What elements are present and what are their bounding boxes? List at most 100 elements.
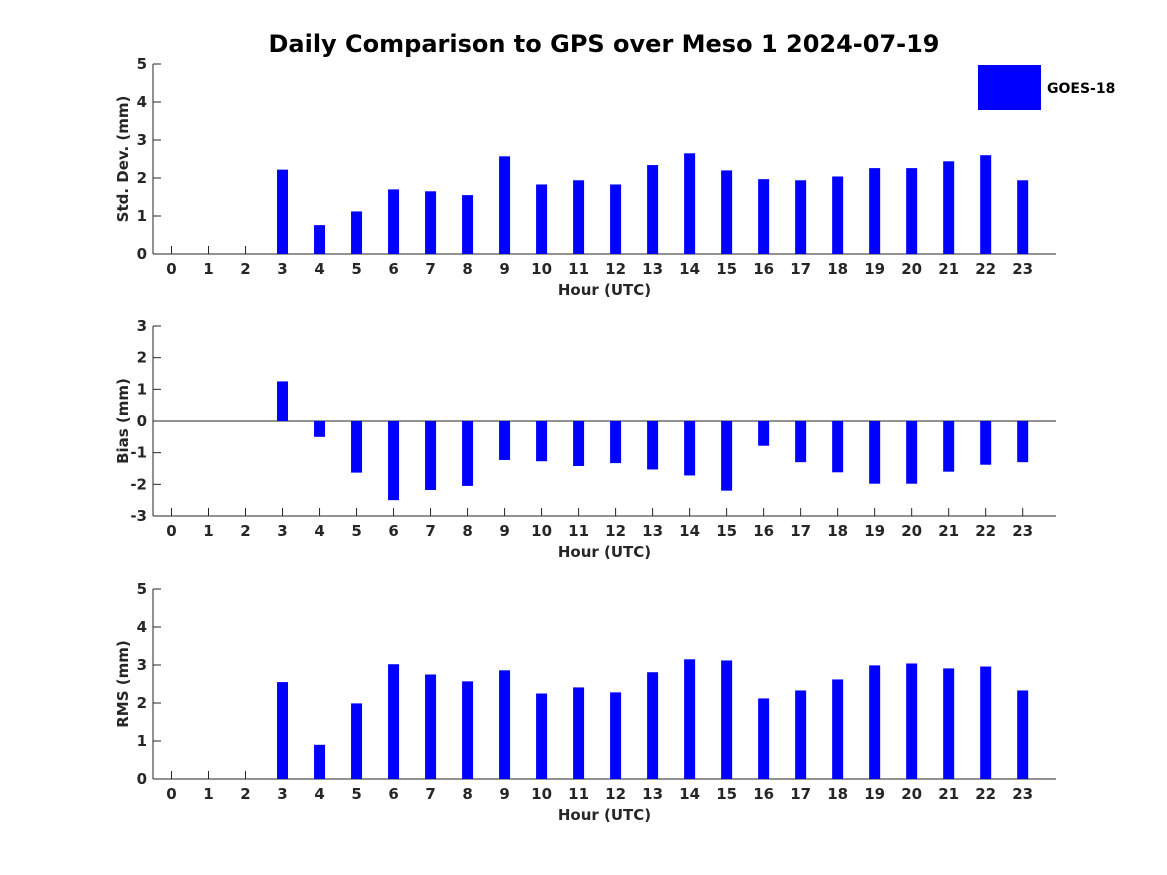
x-tick-label: 4 [314,522,324,540]
bar [758,421,770,446]
x-tick-label: 17 [790,785,811,803]
bar [906,663,918,779]
x-tick-label: 13 [642,260,663,278]
bar [647,672,659,779]
x-tick-label: 11 [568,785,589,803]
x-tick-label: 10 [531,785,552,803]
bar [536,184,548,254]
bar [610,692,622,779]
bar [536,421,548,462]
bar [573,180,585,254]
bar [980,155,992,254]
x-tick-label: 17 [790,522,811,540]
bar [573,687,585,779]
y-tick-label: 0 [137,245,147,263]
bar [832,679,844,779]
x-tick-label: 19 [864,522,885,540]
bar [573,421,585,466]
x-tick-label: 19 [864,785,885,803]
bar [351,703,363,779]
x-tick-label: 3 [277,522,287,540]
x-tick-label: 14 [679,785,700,803]
x-tick-label: 14 [679,522,700,540]
y-tick-label: 4 [137,618,147,636]
x-tick-label: 13 [642,785,663,803]
x-tick-label: 18 [827,785,848,803]
x-tick-label: 20 [901,260,922,278]
bar [832,176,844,254]
bar [869,665,881,779]
y-axis-label: RMS (mm) [114,640,132,727]
x-tick-label: 18 [827,522,848,540]
x-tick-label: 1 [203,785,213,803]
bar [610,184,622,254]
bar [869,421,881,484]
y-tick-label: 4 [137,93,147,111]
bar [684,153,696,254]
bar [684,421,696,476]
x-tick-label: 22 [975,522,996,540]
x-tick-label: 15 [716,785,737,803]
y-tick-label: 1 [137,207,147,225]
x-tick-label: 23 [1012,260,1033,278]
y-axis-label: Std. Dev. (mm) [114,96,132,223]
bar [499,421,511,460]
x-tick-label: 0 [166,260,176,278]
bar [721,421,733,491]
bar [314,744,326,779]
x-tick-label: 12 [605,522,626,540]
bar [647,421,659,470]
bar [795,421,807,463]
x-tick-label: 10 [531,260,552,278]
x-tick-label: 7 [425,260,435,278]
bar [943,421,955,472]
x-tick-label: 10 [531,522,552,540]
legend-swatch [978,65,1041,110]
x-tick-label: 8 [462,260,472,278]
bar [388,664,400,779]
bar [795,180,807,254]
x-tick-label: 7 [425,785,435,803]
x-tick-label: 19 [864,260,885,278]
bar [906,421,918,484]
x-tick-label: 21 [938,260,959,278]
bar [758,179,770,254]
x-tick-label: 21 [938,522,959,540]
y-tick-label: 5 [137,55,147,73]
y-tick-label: 5 [137,580,147,598]
bar [758,698,770,779]
y-tick-label: 2 [137,694,147,712]
bar [425,674,437,779]
y-tick-label: 3 [137,317,147,335]
bar [1017,180,1029,254]
x-tick-label: 15 [716,522,737,540]
y-tick-label: -1 [130,444,147,462]
bar [425,421,437,491]
x-tick-label: 22 [975,260,996,278]
x-tick-label: 15 [716,260,737,278]
y-tick-label: 1 [137,380,147,398]
y-tick-label: 3 [137,131,147,149]
y-tick-label: -3 [130,507,147,525]
bar [277,381,289,421]
x-tick-label: 3 [277,260,287,278]
bar [906,168,918,254]
x-tick-label: 4 [314,260,324,278]
bar [795,690,807,779]
bar [499,670,511,779]
x-tick-label: 5 [351,260,361,278]
bar [943,161,955,254]
x-tick-label: 3 [277,785,287,803]
x-tick-label: 2 [240,260,250,278]
legend-label: GOES-18 [1047,81,1115,97]
legend: GOES-18 [978,65,1115,110]
bar [832,421,844,473]
bar [980,421,992,465]
x-tick-label: 8 [462,785,472,803]
bar [388,421,400,501]
y-axis-label: Bias (mm) [114,378,132,464]
x-tick-label: 7 [425,522,435,540]
x-tick-label: 16 [753,522,774,540]
